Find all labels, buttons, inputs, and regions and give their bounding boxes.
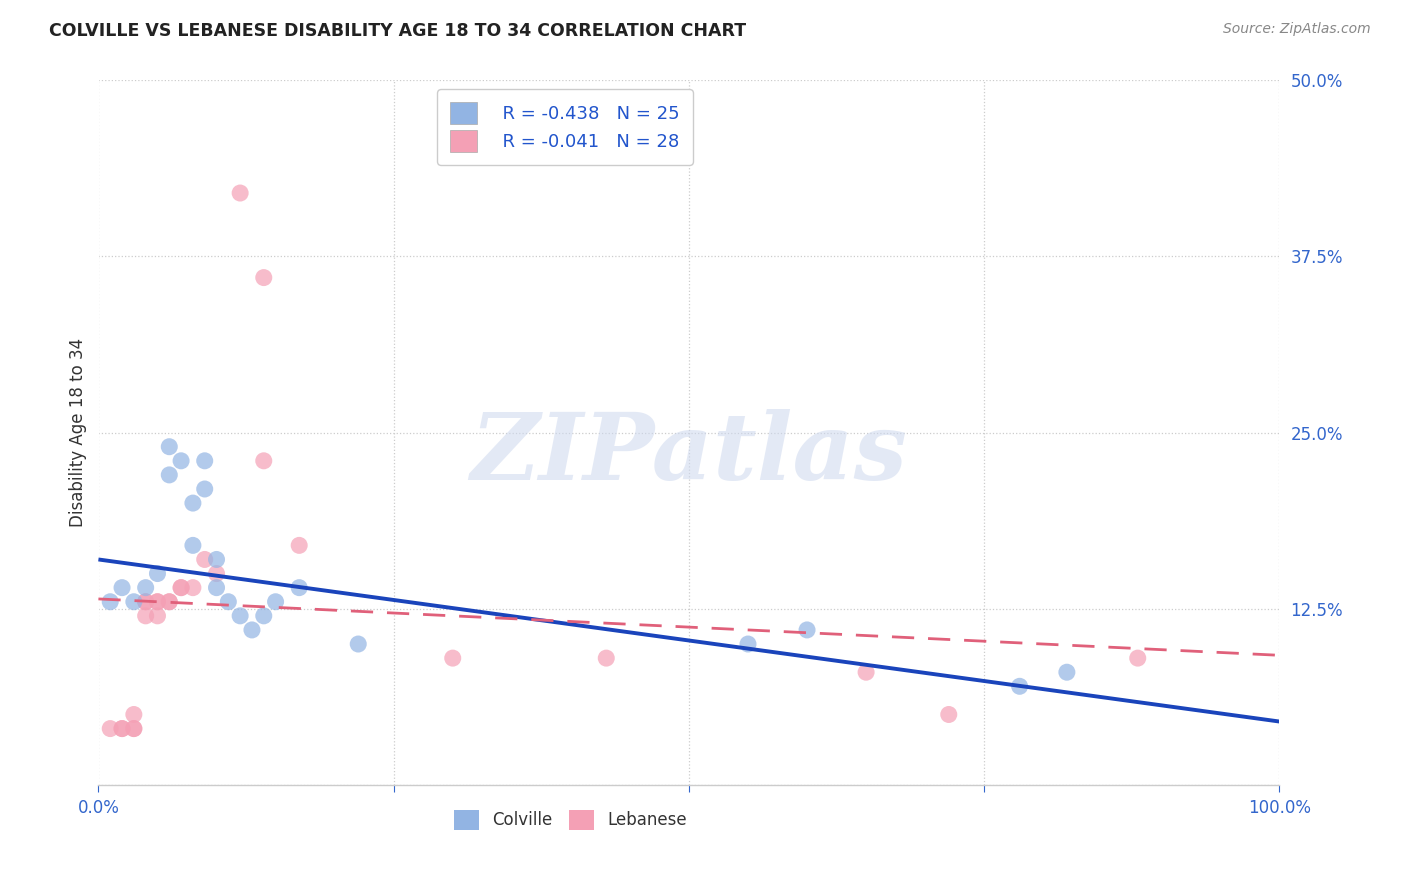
Point xyxy=(205,552,228,566)
Point xyxy=(181,538,204,552)
Point xyxy=(146,566,169,581)
Point xyxy=(122,595,145,609)
Point xyxy=(441,651,464,665)
Point xyxy=(122,707,145,722)
Point xyxy=(122,722,145,736)
Point xyxy=(205,581,228,595)
Point xyxy=(194,454,217,468)
Point xyxy=(146,595,169,609)
Point xyxy=(347,637,370,651)
Point xyxy=(205,566,228,581)
Point xyxy=(855,665,877,680)
Point xyxy=(253,454,276,468)
Point xyxy=(1056,665,1078,680)
Point xyxy=(240,623,263,637)
Point xyxy=(111,581,134,595)
Point xyxy=(157,595,180,609)
Point xyxy=(181,581,204,595)
Point xyxy=(157,595,180,609)
Point xyxy=(217,595,239,609)
Point xyxy=(737,637,759,651)
Text: Source: ZipAtlas.com: Source: ZipAtlas.com xyxy=(1223,22,1371,37)
Point xyxy=(135,581,157,595)
Point xyxy=(135,595,157,609)
Point xyxy=(170,454,193,468)
Point xyxy=(796,623,818,637)
Point xyxy=(938,707,960,722)
Point xyxy=(157,467,180,482)
Point xyxy=(98,722,121,736)
Point xyxy=(111,722,134,736)
Point xyxy=(146,595,169,609)
Point xyxy=(194,552,217,566)
Point xyxy=(181,496,204,510)
Point xyxy=(194,482,217,496)
Point xyxy=(229,186,252,200)
Point xyxy=(288,581,311,595)
Point xyxy=(146,608,169,623)
Point xyxy=(1008,679,1031,693)
Point xyxy=(170,581,193,595)
Text: ZIPatlas: ZIPatlas xyxy=(471,409,907,499)
Point xyxy=(253,270,276,285)
Text: COLVILLE VS LEBANESE DISABILITY AGE 18 TO 34 CORRELATION CHART: COLVILLE VS LEBANESE DISABILITY AGE 18 T… xyxy=(49,22,747,40)
Y-axis label: Disability Age 18 to 34: Disability Age 18 to 34 xyxy=(69,338,87,527)
Point xyxy=(1126,651,1149,665)
Legend: Colville, Lebanese: Colville, Lebanese xyxy=(447,803,695,837)
Point xyxy=(135,608,157,623)
Point xyxy=(122,722,145,736)
Point xyxy=(98,595,121,609)
Point xyxy=(595,651,617,665)
Point xyxy=(229,608,252,623)
Point xyxy=(170,581,193,595)
Point xyxy=(135,595,157,609)
Point xyxy=(111,722,134,736)
Point xyxy=(253,608,276,623)
Point xyxy=(288,538,311,552)
Point xyxy=(264,595,287,609)
Point xyxy=(157,440,180,454)
